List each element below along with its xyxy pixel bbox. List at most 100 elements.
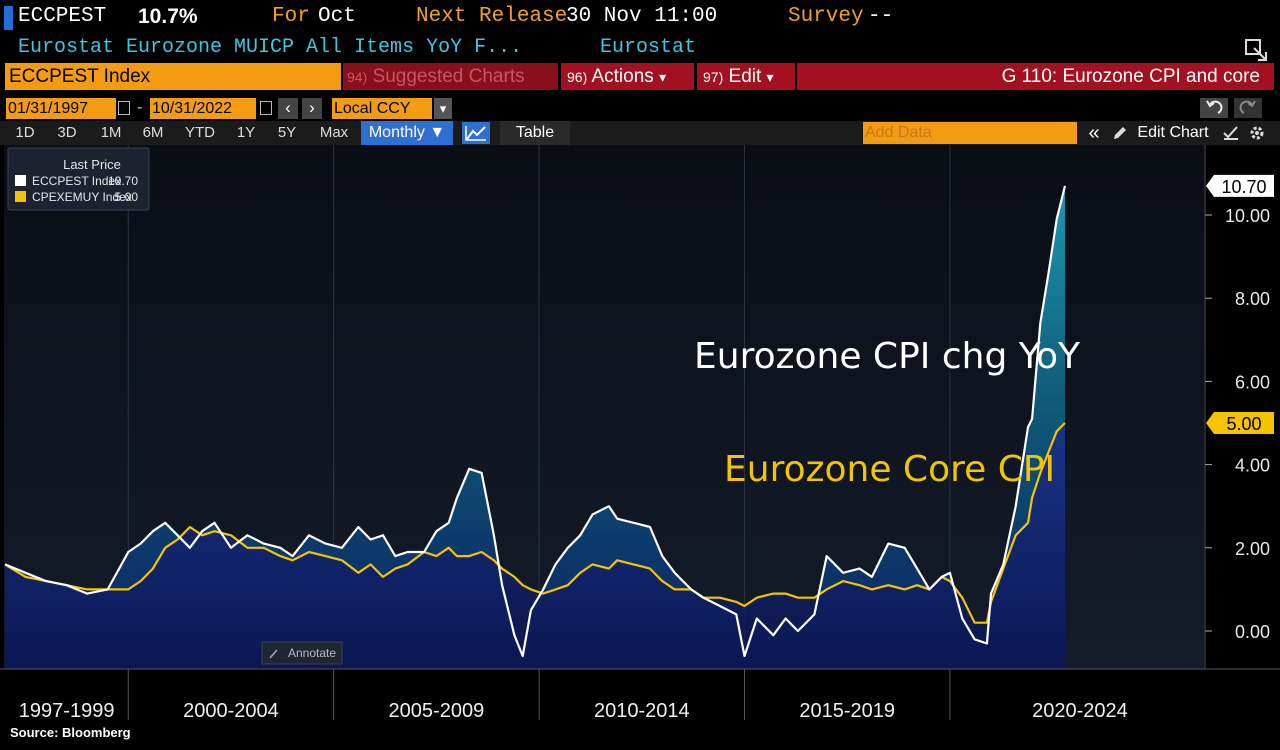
last-value-tag (1206, 174, 1274, 197)
period-toolbar: 1D 3D 1M 6M YTD 1Y 5Y Max Monthly ▼ Tabl… (0, 121, 1280, 145)
source-footer: Source: Bloomberg (10, 725, 131, 740)
last-value-text: 10.70 (1221, 177, 1266, 197)
for-label: For (272, 5, 310, 28)
edit-chart-button[interactable]: Edit Chart (1137, 124, 1209, 141)
last-value-cpi: 10.70 (1206, 174, 1274, 197)
legend-item-core-value: 5.00 (115, 190, 139, 204)
period-1y[interactable]: 1Y (236, 124, 256, 141)
prev-period-button[interactable]: ‹ (278, 98, 298, 119)
series-areas (5, 185, 1065, 669)
for-value: Oct (318, 5, 356, 28)
x-band-label: 2010-2014 (594, 700, 690, 722)
legend-swatch-cpi (15, 175, 26, 186)
period-5y[interactable]: 5Y (277, 124, 297, 141)
edit-label: Edit (728, 66, 762, 87)
annotate-label: Annotate (288, 646, 336, 660)
add-data-input[interactable]: Add Data (863, 122, 1077, 144)
frequency-select[interactable]: Monthly ▼ (361, 121, 453, 145)
table-tab[interactable]: Table (500, 121, 570, 145)
security-field[interactable]: ECCPEST Index (5, 63, 341, 90)
end-calendar-icon[interactable] (260, 101, 272, 115)
period-ytd[interactable]: YTD (185, 124, 215, 141)
chart-title-field[interactable]: G 110: Eurozone CPI and core (797, 63, 1274, 90)
suggested-charts-num: 94) (347, 69, 368, 85)
gear-icon[interactable] (1248, 124, 1266, 142)
collapse-icon[interactable]: « (1088, 122, 1100, 144)
y-tick-label: 2.00 (1235, 539, 1270, 559)
x-band-label: 1997-1999 (19, 700, 115, 722)
last-value-labels: 10.70 5.00 (1206, 174, 1274, 434)
last-value-tag (1206, 412, 1274, 434)
x-band-label: 2020-2024 (1032, 700, 1128, 722)
legend-swatch-core (15, 191, 26, 202)
annotation-cpi: Eurozone CPI chg YoY (694, 336, 1081, 377)
y-axis: 0.00 2.00 4.00 6.00 8.00 10.00 (1204, 145, 1270, 669)
period-max[interactable]: Max (319, 124, 349, 141)
survey-value: -- (868, 5, 894, 28)
survey-label: Survey (788, 5, 864, 28)
data-source: Eurostat (600, 36, 697, 59)
popout-icon[interactable] (1244, 38, 1270, 62)
last-value-text: 5.00 (1226, 414, 1261, 434)
edit-num: 97) (703, 69, 724, 85)
legend-title: Last Price (63, 157, 121, 172)
next-release-label: Next Release (416, 5, 568, 28)
command-bar: ECCPEST Index 94) Suggested Charts 96) A… (0, 63, 1280, 90)
start-date-input[interactable]: 01/31/1997 (6, 98, 116, 119)
next-period-button[interactable]: › (302, 98, 322, 119)
y-tick-label: 6.00 (1235, 372, 1270, 392)
date-range-bar: 01/31/1997 - 10/31/2022 ‹ › Local CCY ▾ (0, 96, 1280, 120)
annotate-button[interactable]: Annotate (261, 641, 343, 665)
pencil-icon[interactable] (1112, 125, 1128, 141)
area-cpi (5, 185, 1065, 669)
chart-area: 0.00 2.00 4.00 6.00 8.00 10.00 1997-1999 2000-… (0, 145, 1280, 722)
redo-button[interactable] (1234, 98, 1262, 118)
checklist-icon[interactable] (1222, 124, 1240, 142)
undo-button[interactable] (1200, 98, 1228, 118)
actions-num: 96) (567, 69, 588, 85)
legend-item-cpi-name: ECCPEST Index (32, 174, 121, 188)
ticker-header: ECCPEST 10.7% For Oct Next Release 30 No… (0, 0, 1280, 36)
currency-select[interactable]: Local CCY (332, 98, 432, 119)
suggested-charts-label: Suggested Charts (372, 66, 525, 87)
y-tick-label: 4.00 (1235, 456, 1270, 476)
legend-item-cpi-value: 10.70 (108, 174, 138, 188)
actions-menu[interactable]: 96) Actions ▾ (561, 63, 694, 90)
ticker-color-marker (4, 6, 13, 30)
legend: Last Price ECCPEST Index 10.70 CPEXEMUY … (7, 147, 150, 211)
end-date-input[interactable]: 10/31/2022 (150, 98, 256, 119)
suggested-charts-button[interactable]: 94) Suggested Charts (343, 63, 558, 90)
next-release-value: 30 Nov 11:00 (566, 5, 718, 28)
y-tick-label: 8.00 (1235, 289, 1270, 309)
area-core (5, 423, 1065, 669)
actions-label: Actions (591, 66, 654, 87)
ticker-value: 10.7% (138, 5, 198, 28)
last-value-core: 5.00 (1206, 412, 1274, 434)
y-tick-label: 10.00 (1225, 206, 1270, 226)
chart-type-icon[interactable] (462, 122, 490, 144)
edit-menu[interactable]: 97) Edit ▾ (697, 63, 795, 90)
x-axis: 1997-1999 2000-2004 2005-2009 2010-2014 2015… (0, 668, 1280, 722)
legend-item-core-name: CPEXEMUY Index (32, 190, 132, 204)
period-1m[interactable]: 1M (100, 124, 122, 141)
x-band-label: 2005-2009 (389, 700, 485, 722)
period-1d[interactable]: 1D (15, 124, 35, 141)
annotate-pencil-icon (269, 649, 278, 659)
x-band-label: 2015-2019 (799, 700, 895, 722)
actions-dropdown-icon: ▾ (659, 69, 667, 85)
edit-dropdown-icon: ▾ (766, 69, 774, 85)
y-tick-label: 0.00 (1235, 622, 1270, 642)
date-separator: - (137, 99, 143, 116)
security-description: Eurostat Eurozone MUICP All Items YoY F.… (18, 36, 523, 59)
line-headline-cpi (4, 185, 1067, 658)
series-lines (4, 185, 1067, 658)
period-6m[interactable]: 6M (142, 124, 164, 141)
x-band-label: 2000-2004 (183, 700, 279, 722)
ticker-symbol: ECCPEST (18, 5, 107, 28)
period-3d[interactable]: 3D (57, 124, 77, 141)
start-calendar-icon[interactable] (118, 101, 130, 115)
annotation-core: Eurozone Core CPI (724, 449, 1055, 490)
currency-dropdown-icon[interactable]: ▾ (434, 98, 452, 119)
description-row: Eurostat Eurozone MUICP All Items YoY F.… (0, 36, 1280, 62)
